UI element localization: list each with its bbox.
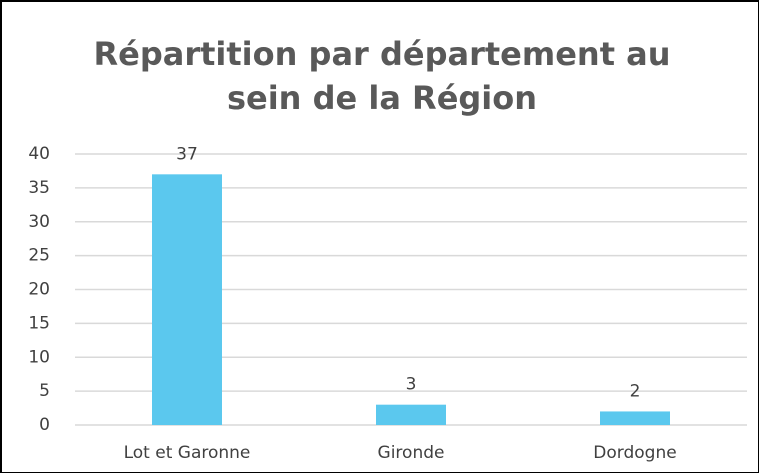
bar [376, 404, 446, 425]
y-tick-label: 20 [28, 280, 50, 300]
data-label: 3 [406, 375, 417, 395]
x-tick-label: Gironde [378, 443, 445, 463]
data-label: 2 [630, 381, 641, 401]
y-tick-label: 40 [28, 144, 50, 164]
bar [600, 411, 670, 425]
chart-title: Répartition par département au sein de l… [93, 35, 671, 117]
y-tick-label: 25 [28, 246, 50, 266]
y-tick-label: 5 [39, 381, 50, 401]
y-tick-label: 10 [28, 347, 50, 367]
y-tick-label: 0 [39, 415, 50, 435]
y-tick-label: 30 [28, 212, 50, 232]
data-label: 37 [176, 144, 198, 164]
y-tick-label: 15 [28, 313, 50, 333]
x-tick-label: Lot et Garonne [124, 443, 251, 463]
y-tick-label: 35 [28, 178, 50, 198]
bar [152, 174, 222, 425]
x-tick-label: Dordogne [593, 443, 676, 463]
